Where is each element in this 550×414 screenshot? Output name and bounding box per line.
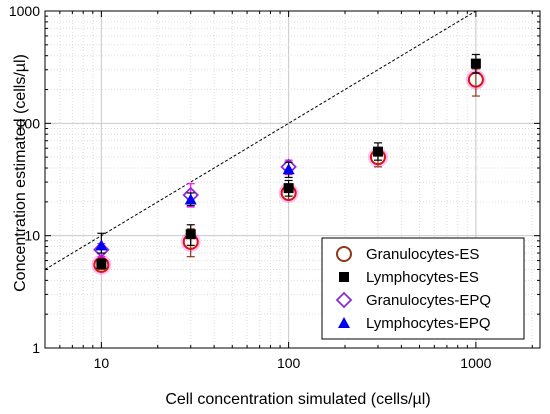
x-tick-label: 100	[277, 355, 301, 371]
reference-line	[44, 10, 477, 270]
legend-marker-1	[339, 272, 349, 282]
legend-marker-0	[336, 246, 352, 262]
reference-dashed-line	[44, 10, 477, 270]
y-tick-label: 1	[32, 340, 40, 356]
data-point	[96, 258, 107, 269]
legend-box	[321, 237, 525, 340]
y-tick-label: 10	[24, 228, 40, 244]
y-tick-label: 1000	[9, 3, 40, 19]
x-tick-label: 1000	[460, 355, 491, 371]
data-point	[184, 193, 197, 205]
ticks: 10 100 1000 1 10 100 1000	[9, 3, 540, 371]
legend-label-lymphocytes-epq: Lymphocytes-EPQ	[366, 315, 491, 332]
legend: Granulocytes-ES Lymphocytes-ES Granulocy…	[321, 237, 525, 340]
data-point	[185, 229, 196, 240]
data-point	[93, 241, 110, 258]
series-lymphocytes-es	[96, 53, 481, 270]
data-point	[470, 58, 481, 69]
data-point	[372, 146, 383, 157]
x-axis-title: Cell concentration simulated (cells/µl)	[165, 391, 430, 408]
legend-label-granulocytes-epq: Granulocytes-EPQ	[366, 292, 491, 309]
data-point	[282, 163, 295, 175]
y-tick-label: 100	[17, 115, 41, 131]
data-point	[95, 239, 108, 251]
series-layer	[91, 53, 486, 275]
legend-label-granulocytes-es: Granulocytes-ES	[366, 246, 479, 263]
plot-frame	[44, 10, 541, 349]
x-tick-label: 10	[94, 355, 110, 371]
axes	[44, 10, 541, 349]
y-axis-title: Concentration estimated (cells/µl)	[12, 54, 29, 292]
legend-label-lymphocytes-es: Lymphocytes-ES	[366, 269, 479, 286]
legend-marker-3	[338, 317, 350, 328]
data-point	[283, 183, 294, 194]
series-lymphocytes-epq	[95, 161, 295, 254]
series-granulocytes-epq	[93, 158, 297, 258]
legend-marker-2	[335, 291, 353, 309]
